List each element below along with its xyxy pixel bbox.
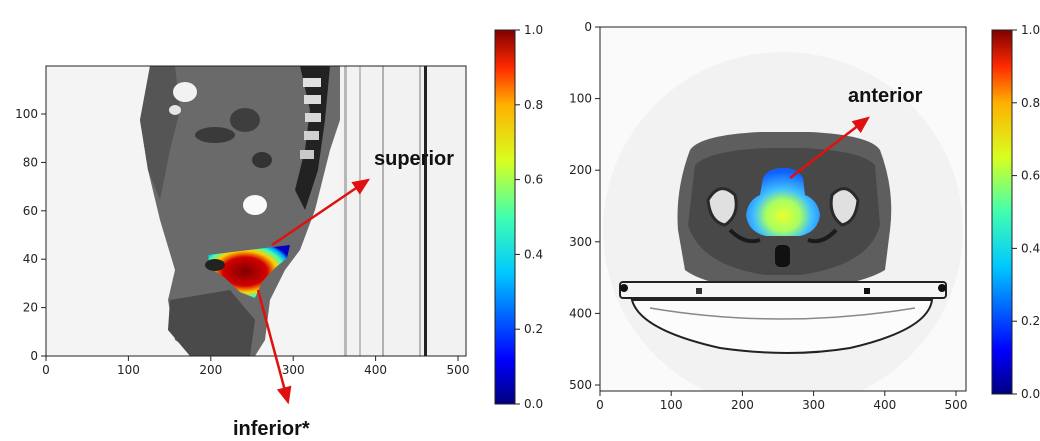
colorbar-tick-label: 0.6 [524,173,543,187]
anterior-label: anterior [848,85,923,107]
x-tick-label: 100 [117,363,140,377]
anterior-arrow [789,116,870,179]
y-tick-label: 100 [569,92,592,106]
x-tick-label: 200 [731,398,754,412]
axial-panel: 0 100 200 300 400 500 0 100 200 300 400 500 anteri… [569,20,967,412]
x-tick-label: 0 [42,363,50,377]
x-tick-label: 300 [282,363,305,377]
inferior-label: inferior* [233,418,310,440]
y-tick-label: 200 [569,163,592,177]
colorbar-tick-label: 1.0 [1021,23,1040,37]
sagittal-y-axis: 0 20 40 60 80 100 [15,107,46,363]
axial-y-axis: 0 100 200 300 400 500 [569,20,600,392]
colorbar-tick-label: 0.8 [524,98,543,112]
x-tick-label: 300 [802,398,825,412]
x-tick-label: 0 [596,398,604,412]
superior-arrow [271,178,371,247]
axial-x-axis: 0 100 200 300 400 500 [596,391,967,412]
superior-label: superior [374,148,454,170]
colorbar-tick-label: 0.0 [524,397,543,411]
colorbar-tick-label: 0.2 [1021,314,1040,328]
x-tick-label: 400 [873,398,896,412]
y-tick-label: 100 [15,107,38,121]
right-colorbar: 0.0 0.2 0.4 0.6 0.8 1.0 [991,23,1040,401]
y-tick-label: 400 [569,306,592,320]
y-tick-label: 80 [23,155,38,169]
y-tick-label: 0 [584,20,592,34]
y-tick-label: 60 [23,204,38,218]
colorbar-tick-label: 1.0 [524,23,543,37]
x-tick-label: 200 [199,363,222,377]
sagittal-image [46,66,466,356]
x-tick-label: 400 [364,363,387,377]
y-tick-label: 40 [23,252,38,266]
y-tick-label: 20 [23,301,38,315]
inferior-arrow [256,289,292,405]
colorbar-tick-label: 0.6 [1021,169,1040,183]
x-tick-label: 500 [447,363,470,377]
y-tick-label: 300 [569,235,592,249]
sagittal-x-axis: 0 100 200 300 400 500 [42,356,469,377]
y-tick-label: 500 [569,378,592,392]
colorbar-tick-label: 0.4 [524,247,543,261]
axial-image [600,27,966,391]
x-tick-label: 500 [945,398,968,412]
colorbar-tick-label: 0.4 [1021,241,1040,255]
colorbar-tick-label: 0.8 [1021,96,1040,110]
axial-axes-frame [599,26,967,392]
left-colorbar: 0.0 0.2 0.4 0.6 0.8 1.0 [494,23,543,411]
y-tick-label: 0 [30,349,38,363]
colorbar-tick-label: 0.2 [524,322,543,336]
colorbar-tick-label: 0.0 [1021,387,1040,401]
sagittal-panel: 0 100 200 300 400 500 0 20 40 60 80 100 superior i… [15,65,469,440]
x-tick-label: 100 [660,398,683,412]
